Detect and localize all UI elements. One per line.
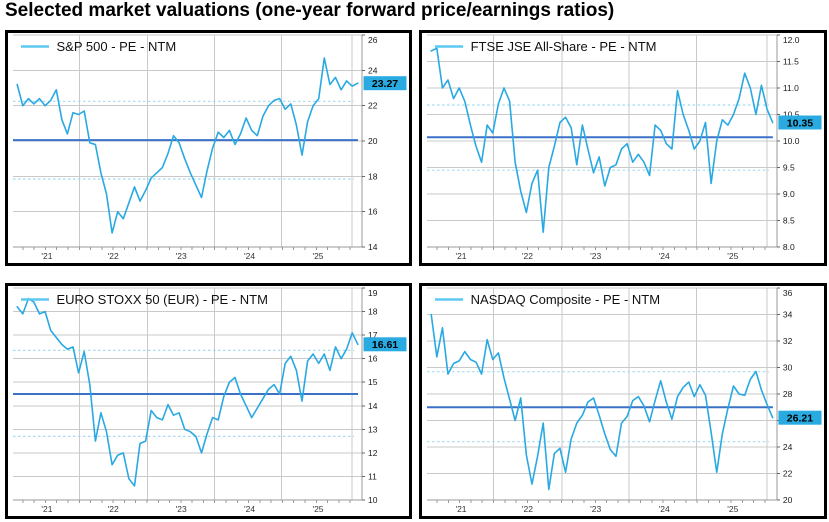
svg-text:12.0: 12.0 [783,35,800,45]
chart-box-euro-stoxx-50: 19 18 17 16 15 14 13 12 11 10 '21 '22 '23 '24 '25 EURO … [5,283,412,519]
svg-text:22: 22 [783,469,793,479]
svg-text:10: 10 [368,495,378,505]
svg-text:20: 20 [368,136,378,146]
svg-text:24: 24 [783,442,793,452]
svg-text:34: 34 [783,310,793,320]
svg-text:23.27: 23.27 [372,78,398,90]
svg-text:FTSE JSE All-Share - PE - NTM: FTSE JSE All-Share - PE - NTM [471,39,657,54]
svg-text:'24: '24 [244,504,255,514]
svg-text:18: 18 [368,307,378,317]
svg-text:26: 26 [368,35,378,45]
svg-text:16.61: 16.61 [372,339,398,351]
chart-canvas-ftse-jse-all-share: 12.0 11.5 11.0 10.5 10.0 9.5 9.0 8.5 8.0 '21 '22 '2… [427,34,822,261]
svg-text:'25: '25 [727,251,738,261]
svg-text:10.5: 10.5 [783,110,800,120]
svg-text:16: 16 [368,207,378,217]
svg-text:20: 20 [783,495,793,505]
svg-text:'25: '25 [312,504,323,514]
svg-text:17: 17 [368,330,378,340]
svg-text:14: 14 [368,401,378,411]
svg-text:19: 19 [368,288,378,298]
svg-text:10.35: 10.35 [787,117,813,129]
svg-text:9.5: 9.5 [783,163,795,173]
svg-text:36: 36 [783,288,793,298]
page-title: Selected market valuations (one-year for… [5,0,615,21]
svg-text:11: 11 [368,471,377,481]
svg-text:S&P 500 - PE - NTM: S&P 500 - PE - NTM [57,39,177,54]
svg-text:'24: '24 [659,251,670,261]
svg-text:15: 15 [368,377,378,387]
svg-text:'25: '25 [312,251,323,261]
svg-text:26.21: 26.21 [787,413,813,425]
chart-canvas-nasdaq-composite: 363432302826242220'21'22'23'24'25NASDAQ … [427,287,822,514]
svg-text:'23: '23 [176,504,187,514]
svg-text:'24: '24 [659,504,670,514]
svg-text:8.5: 8.5 [783,216,795,226]
svg-text:30: 30 [783,363,793,373]
svg-text:12: 12 [368,448,378,458]
svg-text:'22: '22 [522,504,533,514]
svg-text:32: 32 [783,336,793,346]
svg-text:18: 18 [368,171,378,181]
svg-text:'23: '23 [176,251,187,261]
svg-text:'21: '21 [455,251,466,261]
chart-box-ftse-jse-all-share: 12.0 11.5 11.0 10.5 10.0 9.5 9.0 8.5 8.0 '21 '22 '2… [419,30,827,266]
svg-text:8.0: 8.0 [783,242,795,252]
svg-text:11.5: 11.5 [783,57,799,67]
chart-box-sp500: 26 24 22 20 18 16 14 '21 '22 '23 '24 '25 S&P 500 - P… [5,30,412,266]
svg-text:13: 13 [368,424,378,434]
svg-text:24: 24 [368,65,378,75]
chart-canvas-sp500: 26 24 22 20 18 16 14 '21 '22 '23 '24 '25 S&P 500 - P… [13,34,407,261]
chart-box-nasdaq-composite: 363432302826242220'21'22'23'24'25NASDAQ … [419,283,827,519]
svg-text:'23: '23 [590,504,601,514]
svg-text:14: 14 [368,242,378,252]
svg-text:28: 28 [783,389,793,399]
svg-text:9.0: 9.0 [783,189,795,199]
svg-text:'24: '24 [244,251,255,261]
svg-text:'21: '21 [455,504,466,514]
svg-text:'22: '22 [108,251,119,261]
svg-text:'21: '21 [41,504,52,514]
svg-text:'22: '22 [108,504,119,514]
svg-text:'22: '22 [522,251,533,261]
chart-canvas-euro-stoxx-50: 19 18 17 16 15 14 13 12 11 10 '21 '22 '23 '24 '25 EURO … [13,287,407,514]
svg-text:11.0: 11.0 [783,83,799,93]
svg-text:EURO STOXX 50 (EUR) - PE - NTM: EURO STOXX 50 (EUR) - PE - NTM [57,292,268,307]
svg-text:10.0: 10.0 [783,136,800,146]
svg-text:'23: '23 [590,251,601,261]
svg-text:'21: '21 [41,251,52,261]
svg-text:'25: '25 [727,504,738,514]
svg-text:NASDAQ Composite - PE - NTM: NASDAQ Composite - PE - NTM [471,292,661,307]
svg-text:16: 16 [368,354,378,364]
svg-text:22: 22 [368,101,378,111]
